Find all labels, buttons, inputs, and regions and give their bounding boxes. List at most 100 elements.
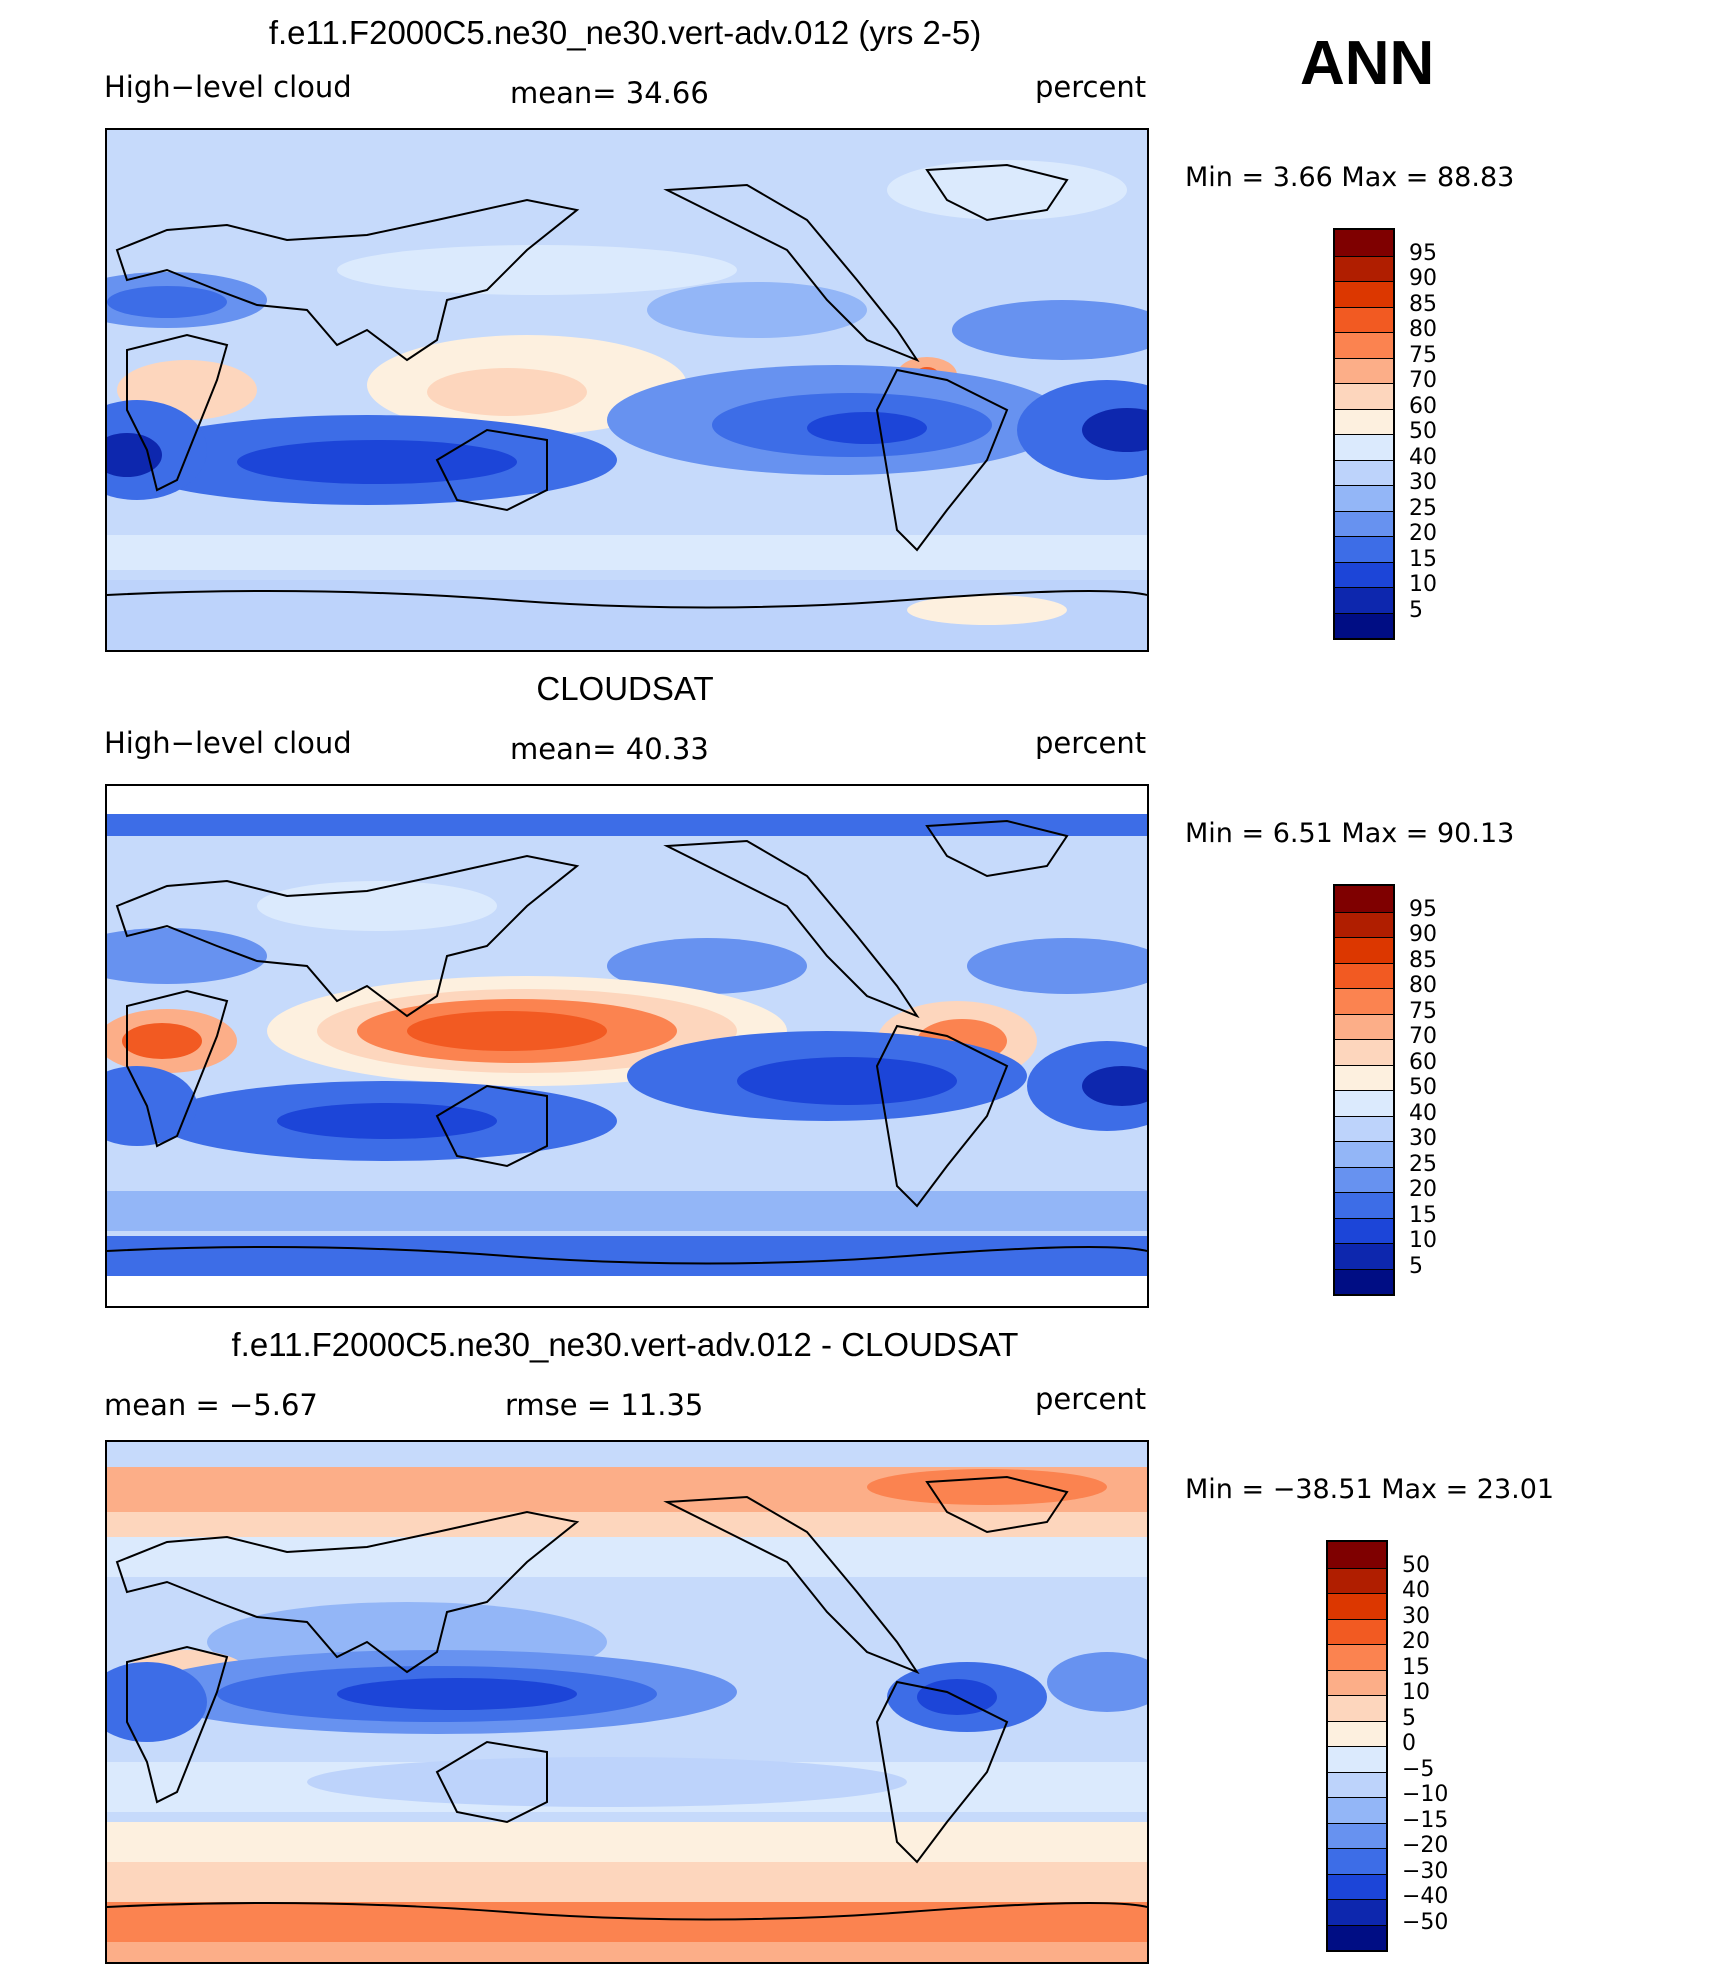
colorbar-label-model: 60 [1409,393,1437,419]
panel-obs-mean: mean= 40.33 [510,732,709,766]
colorbar-swatch [1335,561,1393,587]
panel-model-units: percent [1035,70,1147,104]
colorbar-label-diff: 15 [1402,1654,1430,1680]
colorbar-label-model: 15 [1409,546,1437,572]
colorbar-label-obs: 80 [1409,973,1437,998]
panel-model-variable: High−level cloud [104,70,352,104]
panel-obs-units: percent [1035,726,1147,760]
colorbar-label-diff: −20 [1402,1833,1449,1858]
colorbar-swatch [1335,962,1393,988]
colorbar-swatch [1328,1899,1386,1925]
colorbar-swatch [1335,1141,1393,1167]
colorbar-swatch [1335,332,1393,358]
colorbar-swatch [1335,281,1393,307]
colorbar-label-obs: 75 [1409,998,1437,1024]
colorbar-label-obs: 95 [1409,896,1437,922]
colorbar-swatch [1328,1873,1386,1899]
panel-model-minmax: Min = 3.66 Max = 88.83 [1185,162,1515,193]
colorbar-label-obs: 85 [1409,947,1437,973]
colorbar-swatch [1328,1669,1386,1695]
panel-obs-title: CLOUDSAT [536,670,714,707]
colorbar-label-model: 10 [1409,572,1437,597]
colorbar-label-diff: −15 [1402,1807,1449,1833]
panel-model-map [105,128,1149,652]
panel-obs-map [105,784,1149,1308]
panel-model-mean: mean= 34.66 [510,76,709,110]
colorbar-swatch [1328,1848,1386,1874]
colorbar-swatch [1335,1039,1393,1065]
colorbar-label-model: 90 [1409,266,1437,291]
colorbar-label-obs: 50 [1409,1075,1437,1100]
panel-diff-mean: mean = −5.67 [104,1388,318,1422]
colorbar-swatch [1335,1268,1393,1294]
season-label: ANN [1300,29,1435,98]
colorbar-swatch [1335,612,1393,638]
colorbar-swatch [1335,988,1393,1014]
panel-obs-variable: High−level cloud [104,726,352,760]
colorbar-swatch [1328,1644,1386,1670]
colorbar-swatch [1335,1166,1393,1192]
colorbar-swatch [1335,1090,1393,1116]
colorbar-swatch [1335,911,1393,937]
colorbar-label-diff: −5 [1402,1756,1435,1782]
colorbar-swatch [1335,536,1393,562]
colorbar-swatch [1335,886,1393,912]
colorbar-swatch [1335,357,1393,383]
panel-model-colorbar [1333,228,1395,640]
colorbar-label-obs: 90 [1409,922,1437,947]
colorbar-label-model: 30 [1409,470,1437,495]
colorbar-swatch [1335,485,1393,511]
colorbar-label-model: 50 [1409,419,1437,444]
colorbar-label-diff: 0 [1402,1731,1416,1756]
colorbar-swatch [1335,306,1393,332]
colorbar-label-obs: 60 [1409,1049,1437,1075]
colorbar-swatch [1335,383,1393,409]
panel-model-title: f.e11.F2000C5.ne30_ne30.vert-adv.012 (yr… [268,14,982,51]
colorbar-swatch [1328,1746,1386,1772]
colorbar-swatch [1335,1217,1393,1243]
colorbar-label-model: 95 [1409,240,1437,266]
colorbar-label-diff: 10 [1402,1680,1430,1705]
colorbar-swatch [1328,1542,1386,1568]
colorbar-swatch [1335,1115,1393,1141]
colorbar-swatch [1335,587,1393,613]
colorbar-label-obs: 70 [1409,1024,1437,1049]
colorbar-label-diff: 5 [1402,1705,1416,1731]
panel-diff-map [105,1440,1149,1964]
colorbar-swatch [1335,1192,1393,1218]
colorbar-label-obs: 30 [1409,1126,1437,1151]
colorbar-label-obs: 40 [1409,1100,1437,1126]
colorbar-label-obs: 5 [1409,1253,1423,1279]
colorbar-label-diff: 30 [1402,1603,1430,1629]
colorbar-label-obs: 10 [1409,1228,1437,1253]
panel-diff-minmax: Min = −38.51 Max = 23.01 [1185,1474,1555,1505]
colorbar-swatch [1328,1567,1386,1593]
colorbar-label-diff: −10 [1402,1782,1449,1807]
colorbar-label-diff: −40 [1402,1884,1449,1909]
panel-diff-title: f.e11.F2000C5.ne30_ne30.vert-adv.012 - C… [231,1326,1019,1363]
colorbar-label-diff: 40 [1402,1578,1430,1603]
colorbar-swatch [1328,1822,1386,1848]
colorbar-swatch [1335,434,1393,460]
panel-diff-colorbar [1326,1540,1388,1952]
colorbar-swatch [1335,255,1393,281]
colorbar-swatch [1328,1618,1386,1644]
colorbar-label-model: 80 [1409,317,1437,342]
colorbar-label-obs: 15 [1409,1202,1437,1228]
colorbar-label-model: 25 [1409,495,1437,521]
colorbar-label-model: 20 [1409,521,1437,546]
colorbar-label-diff: −30 [1402,1858,1449,1884]
panel-diff-units: percent [1035,1382,1147,1416]
colorbar-label-obs: 20 [1409,1177,1437,1202]
colorbar-label-diff: 20 [1402,1629,1430,1654]
colorbar-swatch [1335,1064,1393,1090]
colorbar-label-obs: 25 [1409,1151,1437,1177]
colorbar-label-model: 40 [1409,444,1437,470]
panel-obs-colorbar [1333,884,1395,1296]
panel-obs-minmax: Min = 6.51 Max = 90.13 [1185,818,1515,849]
colorbar-label-model: 5 [1409,597,1423,623]
colorbar-swatch [1335,510,1393,536]
colorbar-swatch [1335,230,1393,256]
colorbar-swatch [1328,1593,1386,1619]
colorbar-swatch [1328,1924,1386,1950]
